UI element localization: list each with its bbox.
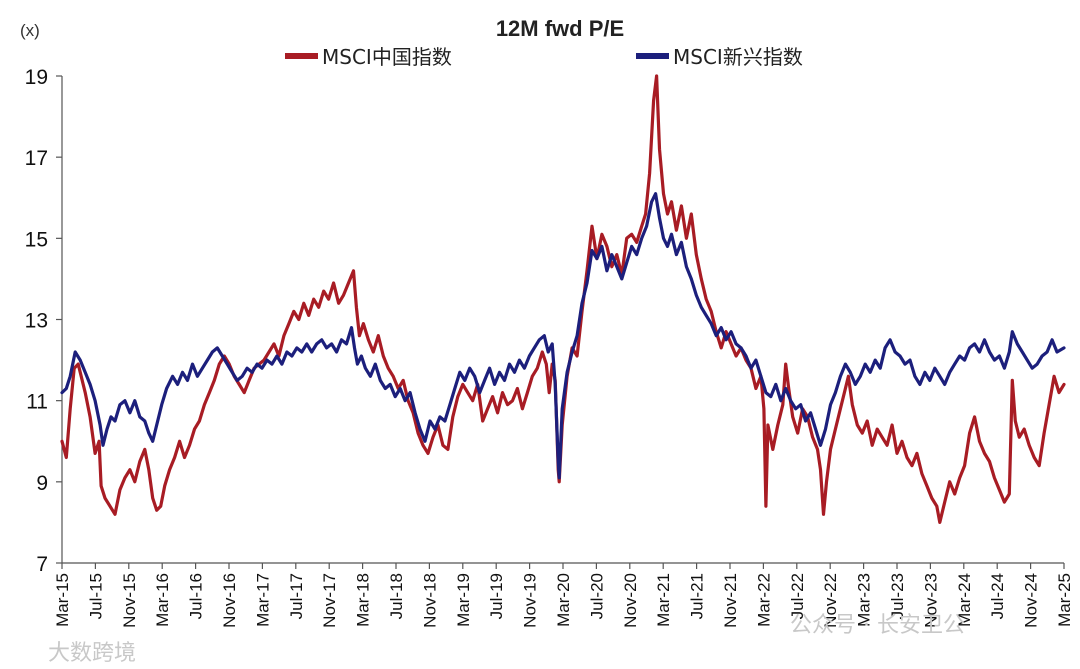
x-tick-label: Mar-17	[253, 573, 272, 627]
x-tick-label: Jul-18	[387, 573, 406, 619]
x-tick-label: Mar-21	[654, 573, 673, 627]
y-tick-label: 13	[25, 310, 48, 333]
y-tick-label: 15	[25, 228, 48, 251]
x-tick-label: Mar-24	[955, 573, 974, 627]
x-tick-label: Mar-25	[1055, 573, 1074, 627]
x-tick-label: Jul-19	[487, 573, 506, 619]
y-axis-unit-label: (x)	[20, 21, 40, 40]
y-tick-label: 11	[26, 391, 48, 414]
x-tick-label: Nov-22	[821, 573, 840, 628]
x-tick-label: Jul-24	[988, 573, 1007, 619]
series-line-msci-em	[60, 192, 1066, 480]
x-tick-label: Mar-18	[354, 573, 373, 627]
legend-label-msci-em: MSCI新兴指数	[673, 45, 803, 69]
x-tick-label: Mar-16	[153, 573, 172, 627]
x-tick-label: Nov-19	[521, 573, 540, 628]
x-tick-label: Nov-24	[1022, 573, 1041, 628]
x-tick-label: Mar-19	[454, 573, 473, 627]
legend-label-msci-china: MSCI中国指数	[322, 45, 452, 69]
x-tick-label: Nov-18	[420, 573, 439, 628]
x-tick-label: Jul-20	[587, 573, 606, 619]
x-tick-label: Nov-23	[921, 573, 940, 628]
x-tick-label: Jul-17	[287, 573, 306, 619]
x-tick-label: Nov-16	[220, 573, 239, 628]
watermark-right: 公众号 · 长安卫公	[790, 613, 965, 638]
x-tick-label: Nov-21	[721, 573, 740, 628]
x-tick-label: Jul-21	[688, 573, 707, 619]
x-tick-label: Nov-17	[320, 573, 339, 628]
x-tick-label: Mar-15	[53, 573, 72, 627]
y-tick-label: 9	[36, 472, 48, 495]
x-tick-label: Jul-23	[888, 573, 907, 619]
series-lines	[60, 74, 1066, 524]
x-tick-label: Jul-22	[788, 573, 807, 619]
x-tick-label: Jul-15	[86, 573, 105, 619]
x-tick-label: Mar-22	[754, 573, 773, 627]
x-tick-label: Nov-20	[621, 573, 640, 628]
chart-title: 12M fwd P/E	[496, 16, 624, 41]
x-tick-label: Nov-15	[120, 573, 139, 628]
x-tick-label: Mar-23	[855, 573, 874, 627]
watermark-left: 大数跨境	[48, 641, 136, 666]
x-tick-label: Jul-16	[187, 573, 206, 619]
legend: MSCI中国指数 MSCI新兴指数	[285, 45, 803, 69]
y-tick-label: 17	[25, 147, 48, 170]
y-tick-label: 7	[36, 553, 48, 576]
series-line-msci-china	[60, 74, 1066, 524]
y-tick-label: 19	[25, 66, 48, 89]
x-tick-label: Mar-20	[554, 573, 573, 627]
axes: 7 9 11 13 15 17 19 Mar-15 Jul-15 Nov-15 Mar-16 Jul-…	[25, 66, 1074, 628]
